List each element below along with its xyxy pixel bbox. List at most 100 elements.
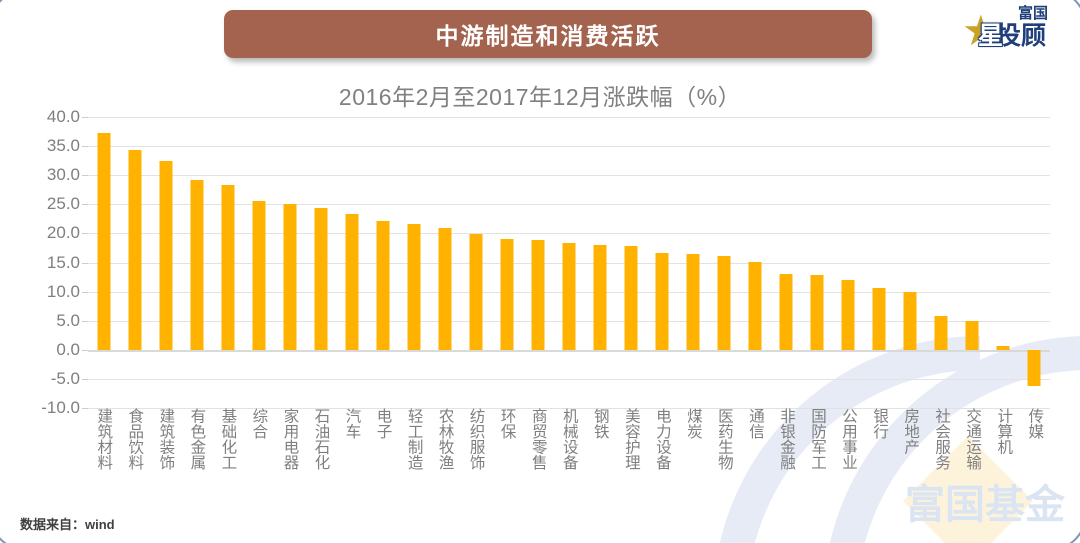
x-axis-tick-label: 建筑装饰 — [157, 408, 175, 470]
y-tick-label: 10.0 — [46, 281, 80, 301]
x-axis-tick-label: 公用事业 — [840, 408, 858, 470]
gridline — [88, 349, 1050, 352]
bar[interactable] — [283, 203, 297, 350]
x-axis-tick-label: 计算机 — [995, 408, 1013, 455]
y-tick-mark — [82, 378, 88, 380]
bar[interactable] — [97, 132, 111, 350]
bar[interactable] — [624, 246, 638, 350]
bar[interactable] — [469, 233, 483, 350]
bar[interactable] — [376, 221, 390, 350]
y-tick-mark — [82, 233, 88, 235]
x-axis-tick-label: 房地产 — [902, 408, 920, 455]
y-tick-label: 20.0 — [46, 223, 80, 243]
logo-xing-text: 星 — [978, 22, 1004, 50]
x-axis-tick-label: 综合 — [250, 408, 268, 439]
x-axis-tick-label: 社会服务 — [933, 408, 951, 470]
x-axis-tick-label: 石油石化 — [312, 408, 330, 470]
bar[interactable] — [314, 208, 328, 350]
bar-slot — [429, 117, 460, 408]
y-tick-mark — [82, 117, 88, 118]
bar[interactable] — [128, 150, 142, 350]
bar[interactable] — [934, 316, 948, 350]
x-axis-labels: 建筑材料 食品饮料 建筑装饰 有色金属 基础化工 综合 家用电器 石油石化 汽车 电子 轻工制造 农林… — [88, 408, 1050, 528]
bar[interactable] — [655, 253, 669, 350]
bar[interactable] — [841, 279, 855, 350]
bar-slot — [957, 117, 988, 408]
bar-slot — [740, 117, 771, 408]
gridline — [88, 204, 1050, 206]
bar[interactable] — [252, 200, 266, 350]
bar[interactable] — [872, 287, 886, 350]
x-axis-tick-label: 国防军工 — [809, 408, 826, 470]
y-tick-label: 40.0 — [46, 107, 80, 126]
gridline — [88, 175, 1050, 177]
y-tick-mark — [82, 204, 88, 206]
bar-slot — [647, 117, 678, 408]
bar[interactable] — [810, 275, 824, 350]
bar[interactable] — [407, 223, 421, 350]
x-axis-tick-label: 汽车 — [343, 408, 361, 439]
bar[interactable] — [159, 161, 173, 350]
gridline — [88, 146, 1050, 148]
x-axis-tick-label: 家用电器 — [281, 408, 299, 470]
source-note: 数据来自：wind — [20, 517, 115, 532]
bar-slot — [1019, 117, 1050, 408]
bar[interactable] — [190, 179, 204, 350]
x-axis-tick-label: 煤炭 — [684, 408, 702, 439]
bar-slot — [616, 117, 647, 408]
bar[interactable] — [779, 274, 793, 350]
y-tick-mark — [82, 262, 88, 264]
bar[interactable] — [500, 239, 514, 350]
bar[interactable] — [562, 243, 576, 350]
logo-top-text: 富国 — [1018, 5, 1049, 22]
y-tick-label: -10.0 — [41, 398, 80, 417]
bar-slot — [926, 117, 957, 408]
chart-subtitle: 2016年2月至2017年12月涨跌幅（%） — [338, 84, 742, 110]
bar[interactable] — [996, 345, 1010, 350]
y-tick-mark — [82, 175, 88, 177]
y-tick-label: 0.0 — [56, 339, 80, 359]
x-axis-tick-label: 建筑材料 — [95, 408, 113, 470]
bar-slot — [119, 117, 150, 408]
x-axis-tick-label: 美容护理 — [622, 408, 640, 470]
bar[interactable] — [748, 261, 762, 350]
x-axis-tick-label: 传媒 — [1026, 408, 1044, 439]
bar[interactable] — [903, 291, 917, 350]
x-axis-tick-label: 非银金融 — [777, 408, 795, 470]
logo-main-text: 投顾 — [996, 22, 1047, 50]
bar-slot — [491, 117, 522, 408]
bar-slot — [833, 117, 864, 408]
gridline — [88, 117, 1050, 118]
x-axis-tick-label: 医药生物 — [715, 408, 733, 470]
y-tick-mark — [82, 320, 88, 322]
y-tick-label: -5.0 — [50, 368, 80, 388]
star-icon: ★ — [962, 7, 1000, 54]
y-tick-label: 35.0 — [46, 136, 80, 156]
bar-slot — [336, 117, 367, 408]
bar[interactable] — [1027, 349, 1041, 387]
gridline — [88, 408, 1050, 409]
x-axis-tick-label: 电力设备 — [653, 408, 671, 470]
y-tick-mark — [82, 291, 88, 293]
bar[interactable] — [345, 213, 359, 350]
bar[interactable] — [593, 245, 607, 350]
bar-slot — [150, 117, 181, 408]
x-axis-tick-label: 环保 — [498, 408, 516, 439]
x-axis-tick-label: 有色金属 — [188, 408, 206, 470]
x-axis-tick-label: 基础化工 — [219, 408, 237, 470]
bar[interactable] — [221, 184, 235, 350]
bar-series — [88, 117, 1050, 408]
y-tick-mark — [82, 349, 88, 351]
bar[interactable] — [717, 255, 731, 350]
bar[interactable] — [965, 321, 979, 350]
bar[interactable] — [531, 240, 545, 350]
bar[interactable] — [438, 227, 452, 350]
bar-slot — [88, 117, 119, 408]
bar-slot — [212, 117, 243, 408]
bar-slot — [305, 117, 336, 408]
bar[interactable] — [686, 253, 700, 350]
x-axis-tick-label: 钢铁 — [591, 408, 609, 439]
x-axis-tick-label: 商贸零售 — [529, 408, 547, 470]
page-title: 中游制造和消费活跃 — [435, 24, 661, 50]
y-tick-label: 5.0 — [56, 310, 80, 330]
